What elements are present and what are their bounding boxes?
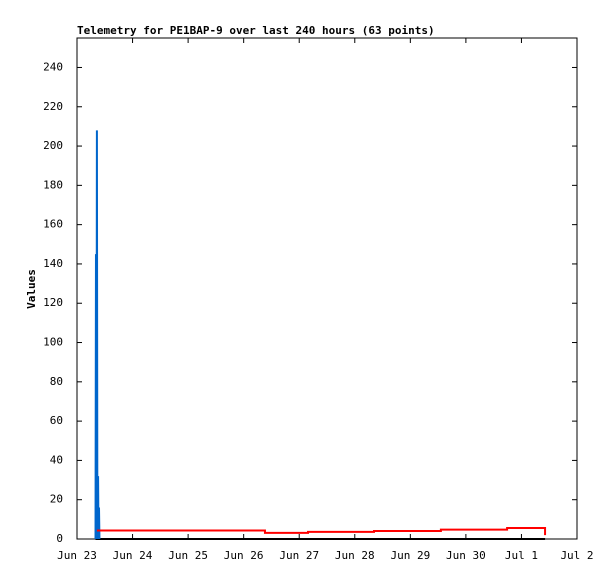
y-axis-label: Values xyxy=(25,269,38,309)
y-tick-label: 180 xyxy=(43,178,63,191)
x-tick-label: Jun 25 xyxy=(168,549,208,562)
x-tick-label: Jun 26 xyxy=(224,549,264,562)
y-tick-label: 220 xyxy=(43,100,63,113)
x-tick-label: Jul 2 xyxy=(560,549,593,562)
chart-title: Telemetry for PE1BAP-9 over last 240 hou… xyxy=(77,24,435,37)
y-tick-label: 120 xyxy=(43,296,63,309)
x-tick-label: Jun 28 xyxy=(335,549,375,562)
y-tick-label: 140 xyxy=(43,257,63,270)
x-tick-label: Jun 24 xyxy=(113,549,153,562)
y-tick-label: 0 xyxy=(56,532,63,545)
x-tick-label: Jun 27 xyxy=(279,549,319,562)
plot-frame xyxy=(76,37,578,540)
y-tick-label: 200 xyxy=(43,139,63,152)
x-tick-label: Jun 23 xyxy=(57,549,97,562)
x-tick-label: Jun 30 xyxy=(446,549,486,562)
y-tick-label: 80 xyxy=(50,375,63,388)
y-tick-label: 240 xyxy=(43,60,63,73)
y-tick-label: 40 xyxy=(50,453,63,466)
series-line xyxy=(94,130,101,540)
y-tick-label: 20 xyxy=(50,493,63,506)
y-tick-label: 160 xyxy=(43,218,63,231)
y-tick-label: 100 xyxy=(43,336,63,349)
x-tick-label: Jul 1 xyxy=(505,549,538,562)
series-line xyxy=(96,526,547,536)
y-tick-label: 60 xyxy=(50,414,63,427)
x-tick-label: Jun 29 xyxy=(390,549,430,562)
